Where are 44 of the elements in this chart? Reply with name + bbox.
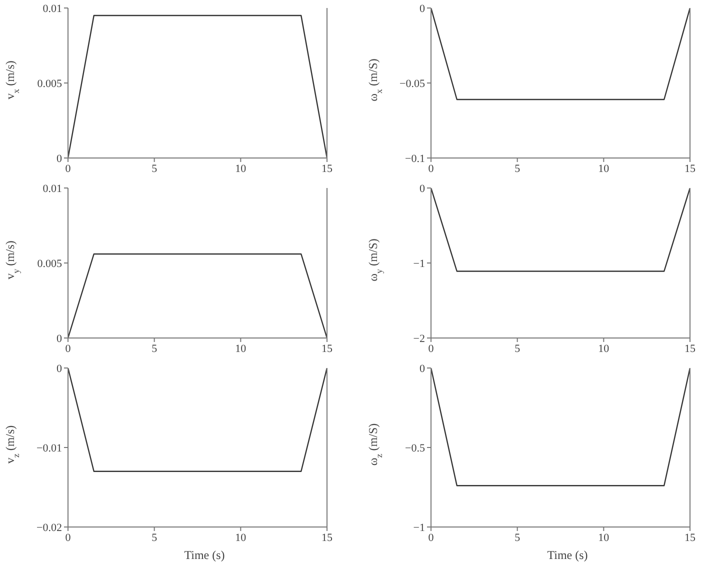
- x-tick-label: 5: [514, 162, 521, 175]
- x-tick-label: 10: [235, 342, 247, 355]
- x-tick-label: 0: [428, 532, 434, 544]
- y-tick-label: 0: [420, 2, 426, 15]
- y-tick-label: 0.005: [37, 258, 62, 270]
- x-tick-label: 5: [152, 342, 158, 355]
- x-tick-label: 0: [65, 162, 72, 175]
- y-tick-label: −0.05: [400, 78, 426, 90]
- x-tick-label: 15: [322, 162, 333, 175]
- x-tick-label: 10: [598, 342, 610, 355]
- y-tick-label: 0: [420, 362, 426, 375]
- y-tick-label: 0: [420, 182, 426, 195]
- x-tick-label: 5: [152, 532, 158, 544]
- x-tick-label: 0: [65, 532, 72, 544]
- y-tick-label: −0.5: [405, 442, 426, 454]
- y-tick-label: −2: [413, 332, 425, 345]
- y-tick-label: −1: [413, 258, 425, 270]
- x-tick-label: 15: [684, 532, 696, 544]
- y-tick-label: −0.01: [36, 442, 62, 454]
- x-tick-label: 10: [235, 162, 247, 175]
- x-tick-label: 5: [152, 162, 158, 175]
- x-tick-label: 5: [514, 342, 521, 355]
- x-tick-label: 15: [322, 532, 333, 544]
- x-tick-label: 15: [684, 162, 696, 175]
- x-tick-label: 5: [514, 532, 521, 544]
- x-tick-label: 10: [598, 532, 610, 544]
- y-tick-label: −0.1: [405, 152, 425, 165]
- x-tick-label: 10: [235, 532, 247, 544]
- x-axis-title: Time (s): [184, 548, 225, 562]
- y-tick-label: 0: [56, 152, 62, 165]
- y-tick-label: 0.005: [37, 78, 62, 90]
- x-tick-label: 15: [684, 342, 696, 355]
- x-axis-title: Time (s): [547, 548, 588, 562]
- y-tick-label: 0.01: [42, 182, 62, 195]
- y-tick-label: −1: [413, 522, 425, 534]
- x-tick-label: 0: [428, 342, 434, 355]
- x-tick-label: 10: [598, 162, 610, 175]
- y-tick-label: 0: [56, 362, 62, 375]
- x-tick-label: 0: [428, 162, 434, 175]
- x-tick-label: 15: [322, 342, 333, 355]
- x-tick-label: 0: [65, 342, 72, 355]
- y-tick-label: −0.02: [36, 522, 62, 534]
- y-tick-label: 0: [56, 332, 62, 345]
- y-tick-label: 0.01: [42, 2, 62, 15]
